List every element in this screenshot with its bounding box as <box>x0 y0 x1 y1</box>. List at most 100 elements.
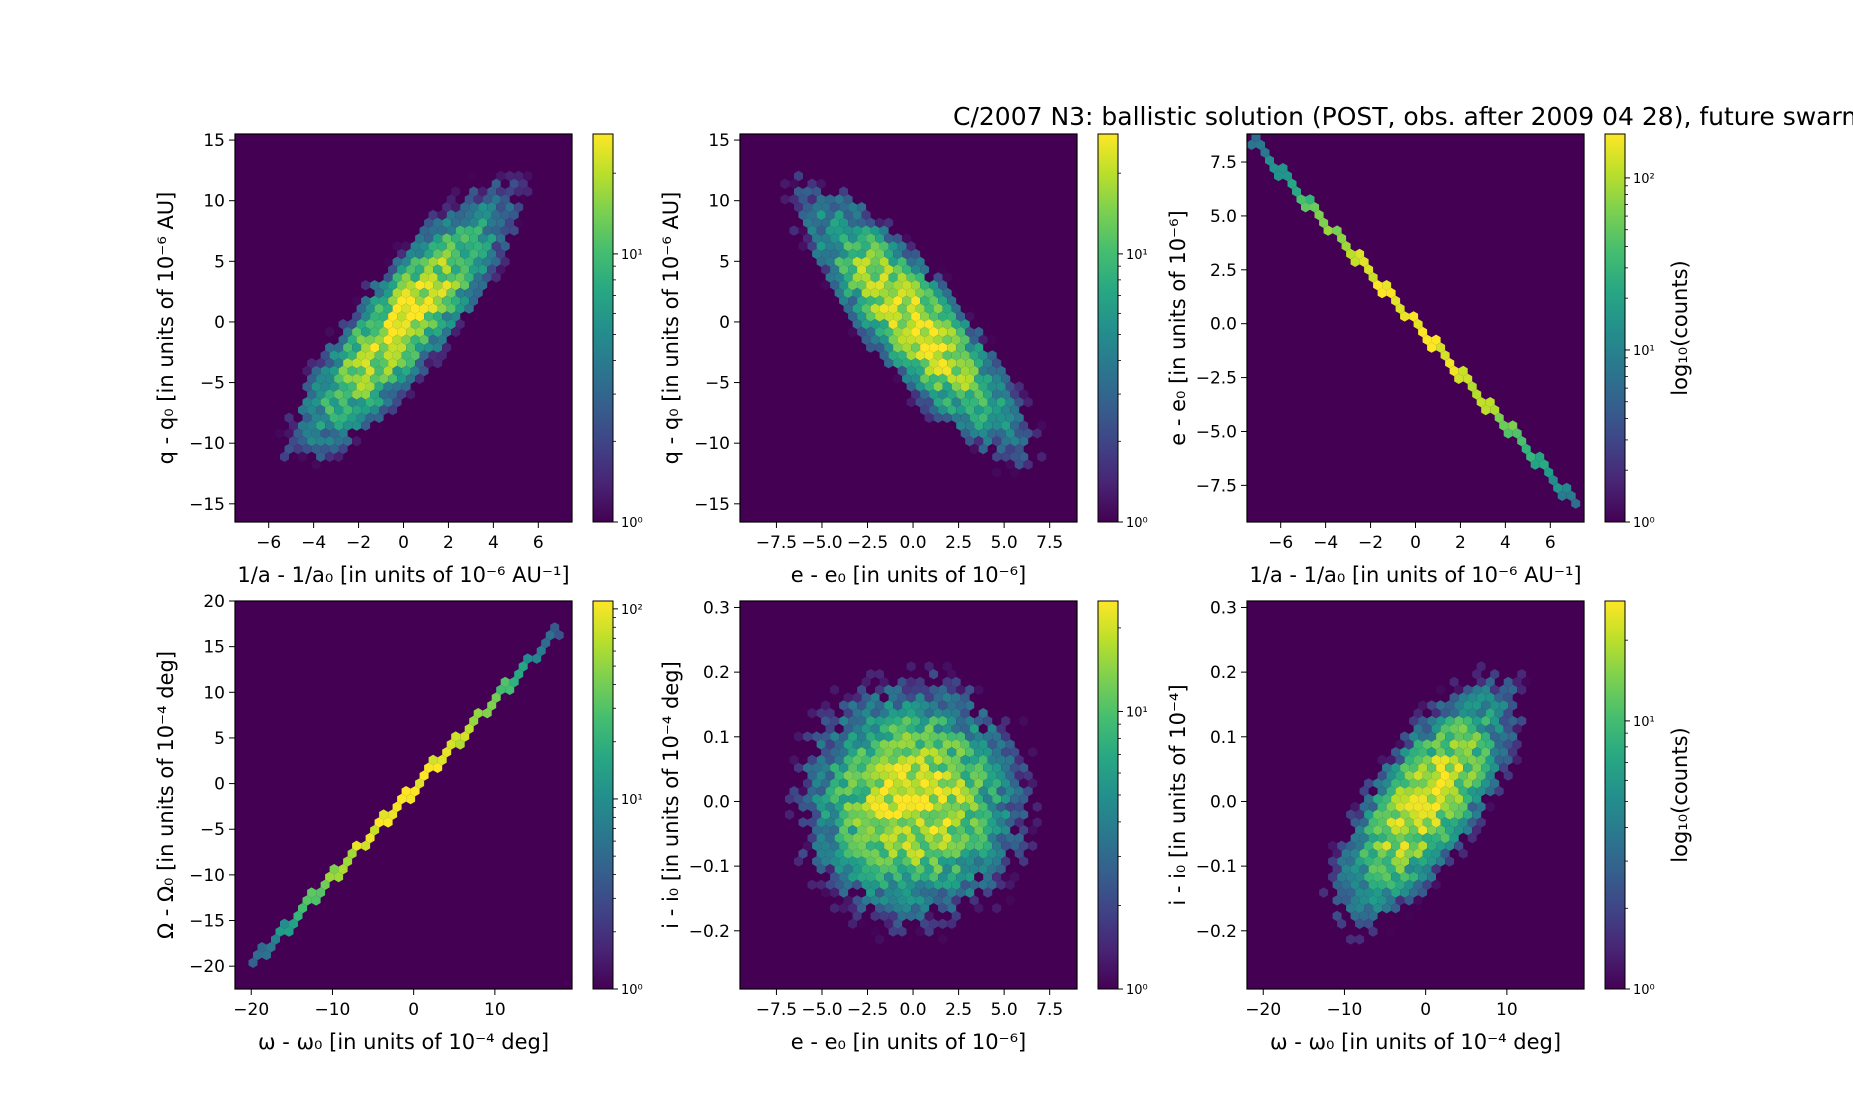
hex-cell <box>834 817 844 828</box>
hex-cell <box>879 864 889 875</box>
hex-cell <box>816 879 826 890</box>
hex-cell <box>884 326 894 338</box>
hex-cell <box>933 723 943 734</box>
hex-cell <box>974 715 984 727</box>
hex-cell <box>383 381 393 392</box>
hex-cell <box>965 715 975 727</box>
hex-cell <box>942 723 952 734</box>
hex-cell <box>1512 739 1522 750</box>
hex-cell <box>1314 910 1324 922</box>
colorbar-tick-label: 10¹ <box>1633 344 1655 359</box>
hex-cell <box>1517 669 1527 680</box>
x-tick-label: 0 <box>398 533 409 553</box>
hex-cell <box>1319 217 1329 228</box>
hex-cell <box>1350 895 1360 906</box>
hex-cell <box>1368 272 1378 283</box>
hex-cell <box>942 272 952 283</box>
hex-cell <box>1373 778 1383 789</box>
hex-cell <box>388 358 398 369</box>
hex-cell <box>1373 887 1383 898</box>
hex-cell <box>392 303 402 314</box>
hex-cell <box>379 373 389 384</box>
hex-cell <box>875 747 885 758</box>
hex-cell <box>365 412 375 423</box>
hex-cell <box>794 186 803 197</box>
hex-cell <box>1422 848 1432 859</box>
hex-cell <box>830 840 840 851</box>
hex-cell <box>915 365 925 377</box>
hex-cell <box>996 365 1006 377</box>
hex-cell <box>428 319 438 330</box>
hex-cell <box>1467 832 1477 844</box>
hex-cell <box>388 404 398 416</box>
hex-cell <box>334 404 344 416</box>
hex-cell <box>816 770 826 781</box>
hex-cell <box>1332 848 1342 859</box>
hex-cell <box>307 358 317 369</box>
hex-cell <box>325 342 335 353</box>
hex-cell <box>473 256 483 267</box>
hex-cell <box>1391 778 1401 789</box>
hex-cell <box>911 264 921 275</box>
y-tick-label: 0.3 <box>703 598 730 618</box>
hex-cell <box>924 754 934 766</box>
hex-cell <box>1368 864 1378 875</box>
hex-cell <box>942 739 952 750</box>
hex-cell <box>906 754 916 766</box>
hex-cell <box>478 233 488 244</box>
hex-cell <box>816 832 826 844</box>
hex-cell <box>920 404 930 416</box>
hex-cell <box>1467 786 1477 797</box>
hex-cell <box>933 708 943 719</box>
hex-cell <box>929 311 939 322</box>
y-tick-label: −7.5 <box>1196 476 1237 496</box>
hex-cell <box>906 272 916 283</box>
hex-cell <box>1472 747 1482 758</box>
hex-cell <box>947 856 957 867</box>
hex-cell <box>1341 864 1351 875</box>
hex-cell <box>857 295 867 306</box>
y-tick-label: 0 <box>719 313 730 333</box>
hex-cell <box>446 272 456 283</box>
hex-cell <box>839 778 849 789</box>
hex-cell <box>1544 467 1554 478</box>
hex-cell <box>1445 778 1455 789</box>
hex-cell <box>1458 848 1468 859</box>
x-tick-label: 2.5 <box>945 1000 972 1020</box>
hex-cell <box>870 786 880 797</box>
hex-cell <box>1041 428 1051 439</box>
hex-cell <box>1445 825 1455 836</box>
hex-cell <box>857 762 867 773</box>
hex-cell <box>1019 420 1029 431</box>
hex-cell <box>920 280 930 291</box>
hex-cell <box>478 280 488 291</box>
hex-cell <box>902 280 912 291</box>
hex-cell <box>1409 715 1419 727</box>
colorbar-tick-label: 10¹ <box>621 248 643 263</box>
hex-cell <box>496 217 506 228</box>
hex-cell <box>487 264 497 275</box>
hex-cell <box>879 350 889 361</box>
hex-cell <box>884 887 894 898</box>
hex-cell <box>1028 825 1038 836</box>
hex-cell <box>433 762 443 773</box>
hex-cell <box>1404 770 1414 781</box>
hex-cell <box>969 443 979 455</box>
hex-cell <box>951 801 961 812</box>
hex-cell <box>897 272 907 283</box>
hex-cell <box>875 233 885 244</box>
hex-cell <box>929 762 939 773</box>
hex-cell <box>361 342 371 353</box>
hex-cell <box>839 809 849 820</box>
hex-cell <box>1413 832 1423 844</box>
hex-cell <box>911 715 921 727</box>
hex-cell <box>843 864 853 875</box>
hex-cell <box>866 762 876 773</box>
hex-cell <box>942 754 952 766</box>
hex-cell <box>473 225 483 236</box>
hex-cell <box>302 397 312 408</box>
hex-cell <box>996 879 1006 890</box>
hex-cell <box>825 864 835 875</box>
hex-cell <box>1508 747 1518 758</box>
hex-cell <box>870 287 880 299</box>
